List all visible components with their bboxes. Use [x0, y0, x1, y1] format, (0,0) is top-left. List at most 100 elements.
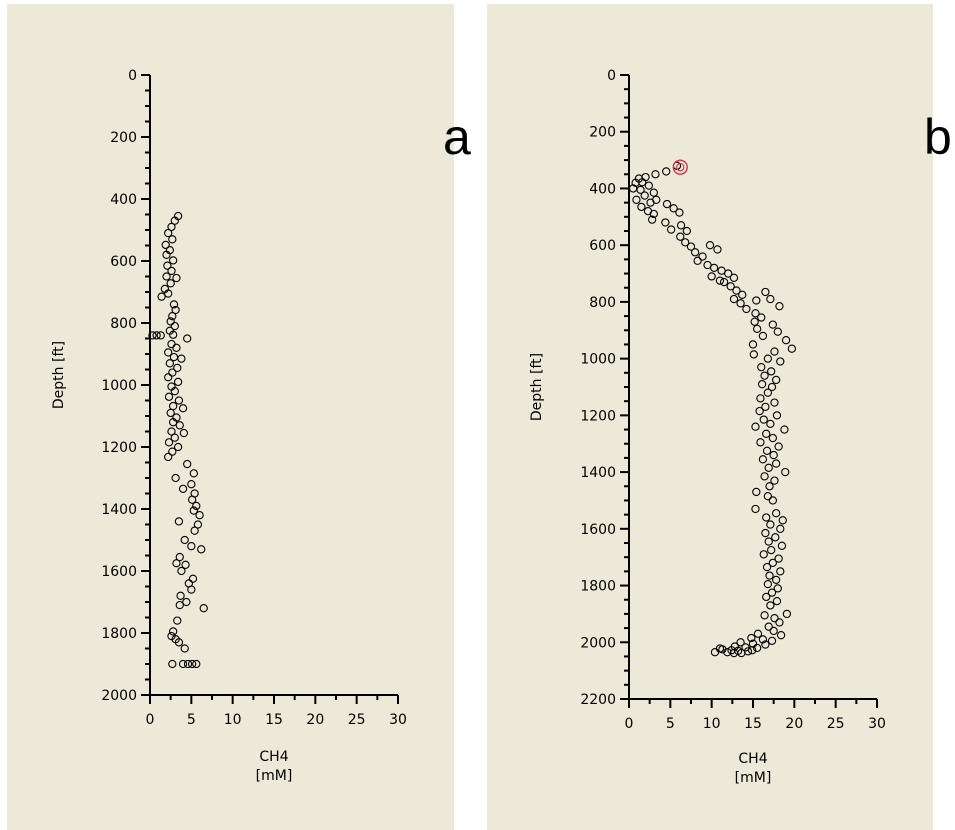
chart-b-data-point — [636, 185, 645, 195]
chart-a-data-point — [190, 526, 199, 535]
chart-a-data-point — [176, 591, 185, 600]
chart-b-data-point — [771, 375, 781, 385]
chart-b-data-point — [676, 232, 685, 241]
chart-a-data-point — [177, 566, 186, 576]
chart-b-data-point — [761, 287, 770, 297]
chart-b-y-tick-label: 600 — [589, 238, 616, 254]
chart-b-data-point — [757, 362, 766, 372]
chart-b-data-point — [770, 398, 779, 407]
chart-a-data-point — [164, 452, 173, 462]
chart-b-x-tick-label: 20 — [785, 716, 803, 732]
chart-b-data-point — [763, 354, 773, 363]
chart-b-data-point — [681, 238, 690, 247]
chart-a-data-point — [172, 273, 181, 283]
chart-a-data-point — [168, 447, 177, 456]
chart-b-x-axis-unit: [mM] — [735, 770, 772, 786]
chart-b-data-point — [762, 429, 771, 438]
chart-b-data-point — [767, 382, 777, 392]
chart-b-data-point — [729, 294, 739, 304]
chart-a-data-point — [162, 272, 171, 281]
chart-a-data-point — [178, 404, 188, 413]
chart-b-data-point — [770, 347, 779, 356]
chart-b-x-tick-label: 25 — [827, 716, 845, 732]
chart-a-data-point — [174, 396, 184, 405]
chart-b-data-point — [766, 520, 775, 529]
chart-b-data-point — [767, 367, 776, 376]
chart-b-y-tick-label: 1200 — [580, 408, 616, 424]
chart-b-x-tick-label: 30 — [868, 716, 886, 732]
chart-b-data-point — [742, 304, 751, 314]
chart-b-data-point — [769, 450, 778, 460]
chart-b-data-point — [776, 631, 786, 640]
chart-a-y-tick-label: 1600 — [101, 564, 137, 580]
chart-b-data-point — [771, 509, 781, 518]
chart-b-data-point — [738, 290, 747, 299]
chart-b-data-point — [768, 320, 777, 329]
chart-b-data-point — [726, 282, 735, 291]
chart-b-data-point — [760, 472, 769, 481]
chart-a-y-tick-label: 200 — [110, 130, 137, 146]
chart-b-highlight-point — [676, 162, 685, 172]
chart-a-data-point — [165, 359, 174, 368]
chart-a-data-point — [161, 240, 170, 250]
chart-a-data-point — [168, 256, 178, 265]
chart-b-data-point — [761, 528, 770, 538]
chart-a-x-tick-label: 25 — [348, 712, 366, 728]
chart-b-data-point — [787, 344, 797, 353]
chart-a-y-tick-label: 2000 — [101, 688, 137, 704]
chart-a-data-point — [177, 354, 186, 363]
chart-b-data-point — [760, 611, 769, 620]
chart-b-data-point — [632, 195, 641, 204]
chart-a-data-point — [164, 228, 173, 238]
chart-b-x-axis-label: CH4 — [738, 751, 767, 767]
chart-a-y-tick-label: 1800 — [101, 626, 137, 642]
chart-a-data-point — [164, 289, 173, 298]
chart-b-data-point — [763, 492, 773, 501]
chart-b-data-point — [768, 496, 777, 505]
chart-b-data-point — [758, 331, 768, 341]
chart-b-data-point — [764, 622, 773, 631]
chart-b-data-point — [774, 442, 783, 451]
chart-b-data-point — [769, 626, 778, 636]
chart-b-data-point — [776, 524, 785, 533]
chart-a-data-point — [162, 250, 171, 259]
chart-b-data-point — [662, 167, 671, 176]
chart-b-data-point — [707, 272, 716, 281]
chart-b-x-tick-label: 15 — [744, 716, 762, 732]
chart-b-data-point — [698, 252, 707, 261]
chart-a-data-point — [180, 535, 189, 545]
chart-a-y-tick-label: 600 — [110, 254, 137, 270]
chart-b-data-point — [778, 516, 787, 525]
chart-a-data-point — [148, 331, 157, 340]
chart-a-data-point — [174, 517, 184, 526]
chart-b-data-point — [758, 455, 768, 464]
chart-b-data-point — [749, 350, 758, 359]
chart-b-data-point — [638, 178, 647, 187]
chart-b-data-point — [748, 646, 757, 655]
chart-b-data-point — [640, 191, 649, 200]
chart-a-data-point — [167, 222, 176, 232]
chart-b-data-point — [727, 646, 736, 655]
chart-b-data-point — [751, 309, 760, 318]
chart-a-y-tick-label: 1000 — [101, 378, 137, 394]
chart-b-data-point — [765, 571, 774, 580]
chart-a-data-point — [189, 469, 198, 478]
chart-b-data-point — [682, 226, 692, 236]
chart-a-x-tick-label: 15 — [265, 712, 283, 728]
chart-a-data-point — [166, 408, 175, 418]
chart-a-data-point — [167, 427, 176, 436]
chart-a-data-point — [183, 334, 192, 343]
chart-b-data-point — [763, 388, 773, 397]
chart-b-data-point — [766, 294, 775, 304]
chart-b-data-point — [757, 313, 766, 322]
chart-a-data-point — [152, 331, 161, 340]
chart-a-data-point — [173, 616, 182, 625]
chart-b-data-point — [775, 618, 784, 627]
chart-b-data-point — [661, 218, 670, 227]
chart-a-data-point — [172, 559, 181, 568]
chart-b-data-point — [736, 299, 745, 308]
chart-a-data-point — [183, 659, 193, 669]
chart-b-data-point — [669, 204, 678, 213]
